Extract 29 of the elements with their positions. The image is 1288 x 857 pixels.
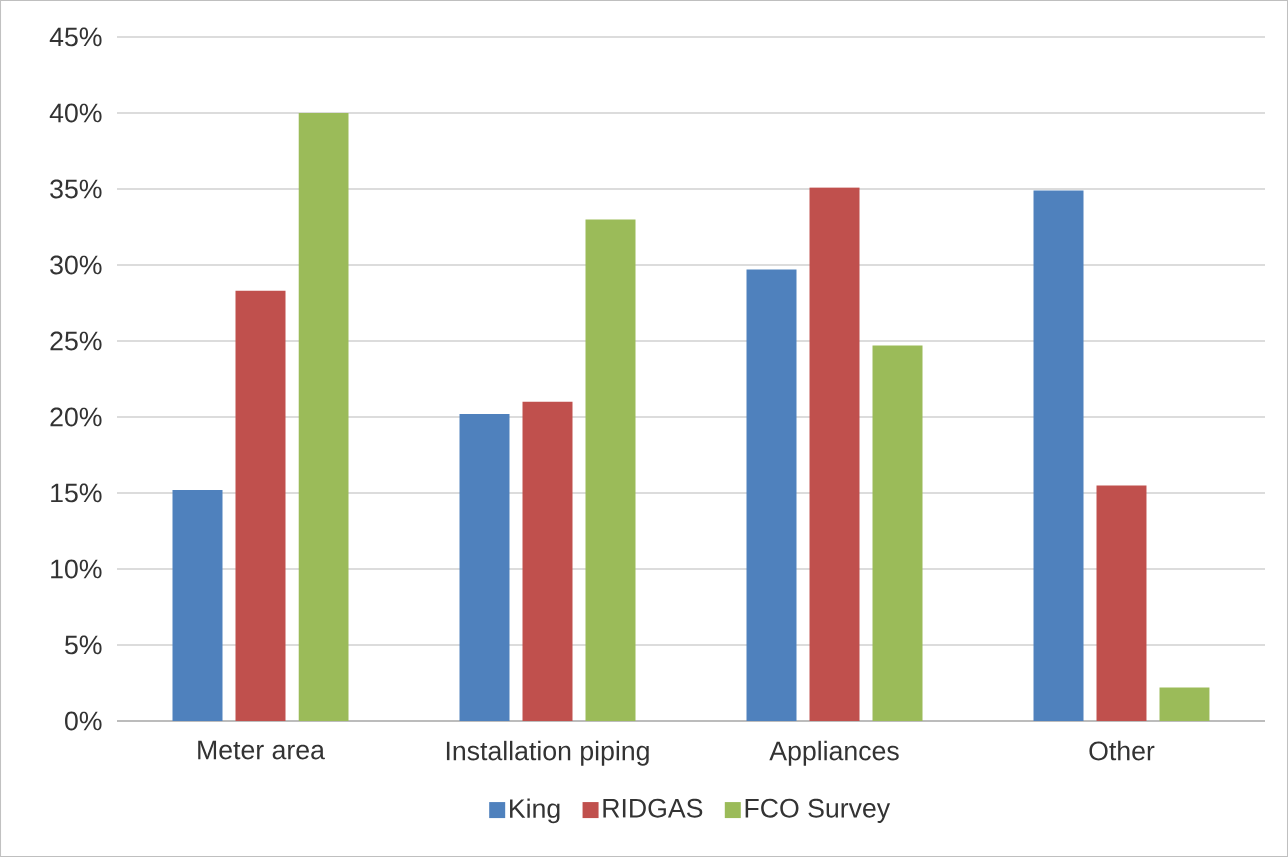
bar <box>1159 687 1210 721</box>
bar <box>298 112 349 721</box>
y-tick-label: 40% <box>49 103 102 123</box>
bar <box>585 219 636 721</box>
y-tick-label: 30% <box>50 255 102 275</box>
bar <box>809 187 860 721</box>
x-tick-label: Other <box>1089 740 1155 761</box>
bar <box>235 290 286 721</box>
bar <box>172 489 223 721</box>
y-tick-label: 0% <box>65 711 102 731</box>
bar <box>1096 485 1147 721</box>
legend-label: FCO Survey <box>745 798 891 823</box>
x-tick-label: Installation piping <box>446 740 649 766</box>
x-tick-label: Meter area <box>198 740 325 760</box>
y-tick-label: 45% <box>49 27 102 47</box>
y-tick-label: 25% <box>50 331 102 351</box>
y-tick-label: 20% <box>50 407 102 427</box>
y-tick-label: 15% <box>51 483 102 503</box>
x-tick-label: Appliances <box>769 740 899 766</box>
bar <box>522 401 573 721</box>
bar <box>872 345 923 721</box>
bar <box>1033 190 1084 721</box>
bar <box>746 269 797 721</box>
y-tick-label: 35% <box>50 179 102 199</box>
legend-label: King <box>510 798 560 824</box>
y-tick-label: 10% <box>51 559 102 579</box>
legend-label: RIDGAS <box>603 798 703 818</box>
y-tick-label: 5% <box>65 635 102 655</box>
bar <box>459 413 510 721</box>
